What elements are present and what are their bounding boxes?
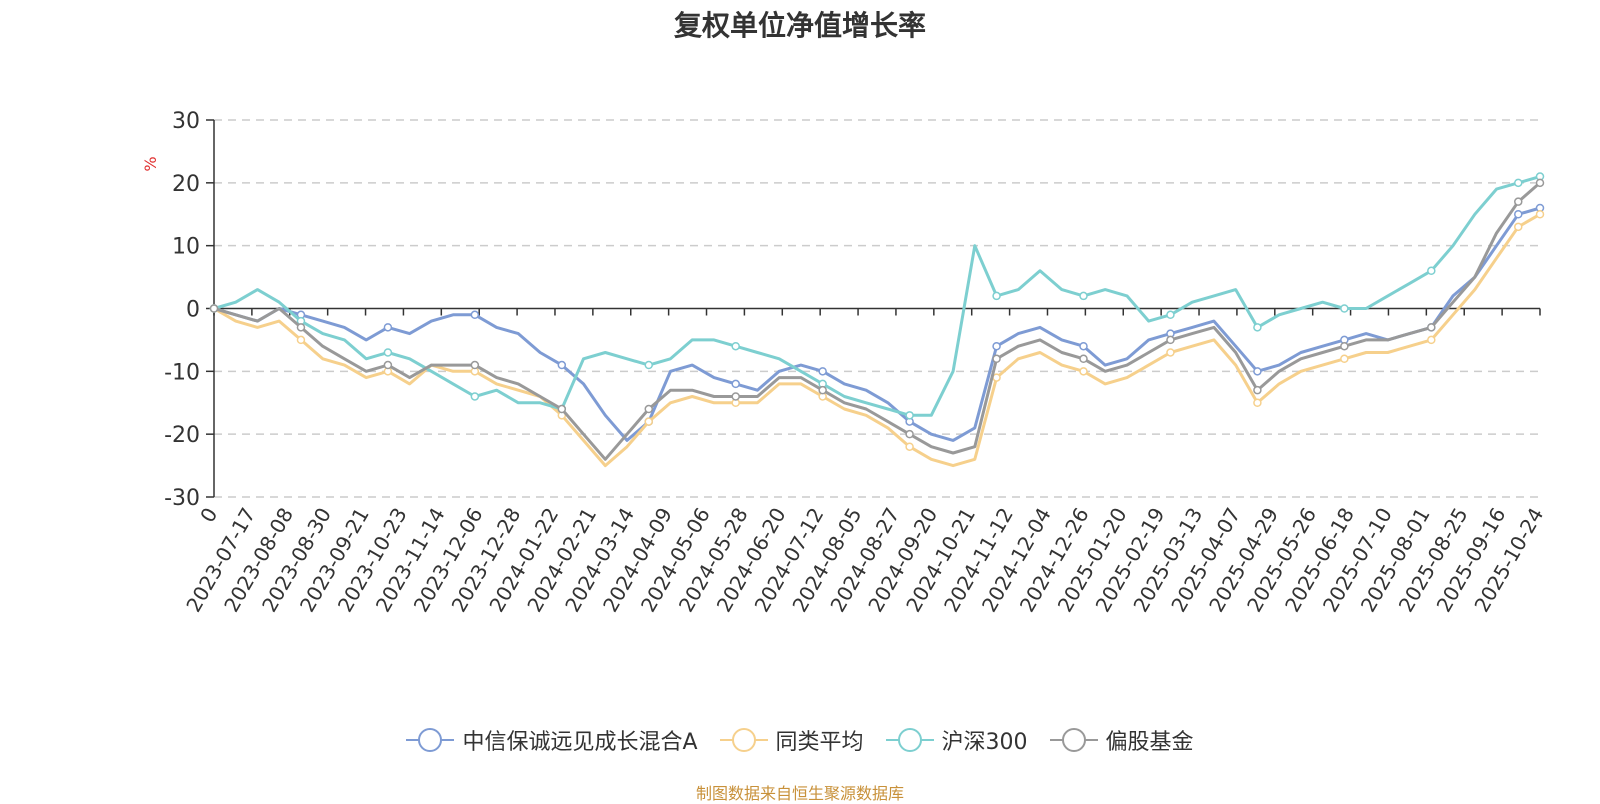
series-lines <box>209 172 1545 468</box>
data-point <box>470 310 480 320</box>
data-point <box>1253 398 1262 407</box>
data-point <box>818 385 827 395</box>
data-point <box>1166 348 1175 357</box>
grid-lines <box>214 119 1540 498</box>
data-point <box>644 417 654 426</box>
data-point <box>1514 197 1523 206</box>
chart-legend: 中信保诚远见成长混合A 同类平均 沪深300 偏股基金 <box>0 724 1600 756</box>
legend-swatch-icon <box>885 728 934 752</box>
data-point <box>992 291 1001 301</box>
data-point <box>1079 291 1088 301</box>
data-point <box>557 404 567 414</box>
data-point <box>992 341 1001 351</box>
data-point <box>470 360 480 370</box>
data-point <box>905 442 914 451</box>
legend-label: 同类平均 <box>775 730 864 755</box>
axes: -30-20-10010203002023-07-172023-08-08202… <box>164 109 1548 616</box>
data-point <box>1079 354 1088 364</box>
data-point <box>1253 367 1262 376</box>
data-point <box>992 373 1001 382</box>
series-line <box>212 181 1542 461</box>
y-tick-label: 0 <box>186 298 200 323</box>
data-point <box>1427 323 1436 332</box>
y-tick-label: -10 <box>164 360 200 385</box>
y-axis-unit-label: % <box>141 156 160 171</box>
data-point <box>905 429 914 439</box>
data-point <box>731 379 740 389</box>
data-point <box>992 354 1001 364</box>
y-tick-label: 20 <box>172 172 200 197</box>
legend-item[interactable]: 同类平均 <box>719 724 864 756</box>
legend-label: 中信保诚远见成长混合A <box>462 730 698 755</box>
data-point <box>731 341 740 351</box>
legend-label: 沪深300 <box>941 730 1028 755</box>
data-point <box>383 348 393 357</box>
data-point <box>1079 367 1088 376</box>
data-point <box>1340 341 1349 351</box>
data-point <box>1427 266 1436 276</box>
data-point <box>644 404 654 414</box>
legend-item[interactable]: 偏股基金 <box>1049 724 1194 756</box>
chart-title: 复权单位净值增长率 <box>673 9 926 42</box>
data-point <box>1535 210 1545 219</box>
data-point <box>1253 323 1262 332</box>
data-point <box>818 367 827 376</box>
y-tick-label: -30 <box>164 486 200 511</box>
data-point <box>470 392 480 401</box>
y-tick-label: 30 <box>172 109 200 134</box>
data-point <box>1079 341 1088 351</box>
data-point <box>1514 210 1523 219</box>
legend-swatch-icon <box>1049 728 1098 752</box>
y-tick-label: 10 <box>172 235 200 260</box>
legend-label: 偏股基金 <box>1105 730 1194 755</box>
legend-swatch-icon <box>719 728 768 752</box>
data-point <box>731 392 740 401</box>
data-point <box>644 360 654 370</box>
data-point <box>557 360 567 370</box>
data-point <box>1166 335 1175 345</box>
x-tick-label: 0 <box>195 504 222 527</box>
y-tick-label: -20 <box>164 423 200 448</box>
data-point <box>1535 178 1545 188</box>
legend-item[interactable]: 沪深300 <box>885 724 1028 756</box>
data-point <box>905 411 914 420</box>
data-point <box>1514 178 1523 188</box>
data-point <box>1514 222 1523 232</box>
data-source-note: 制图数据来自恒生聚源数据库 <box>695 784 904 803</box>
data-point <box>1340 304 1349 313</box>
data-point <box>209 304 219 313</box>
data-point <box>383 323 393 332</box>
series-line <box>212 206 1542 442</box>
series-line <box>212 175 1542 417</box>
data-point <box>1340 354 1349 364</box>
data-point <box>296 335 306 345</box>
data-point <box>383 360 393 370</box>
data-point <box>1253 385 1262 395</box>
data-point <box>1427 335 1436 345</box>
data-point <box>1166 310 1175 320</box>
legend-swatch-icon <box>406 728 455 752</box>
data-point <box>296 323 306 332</box>
legend-item[interactable]: 中信保诚远见成长混合A <box>406 724 698 756</box>
